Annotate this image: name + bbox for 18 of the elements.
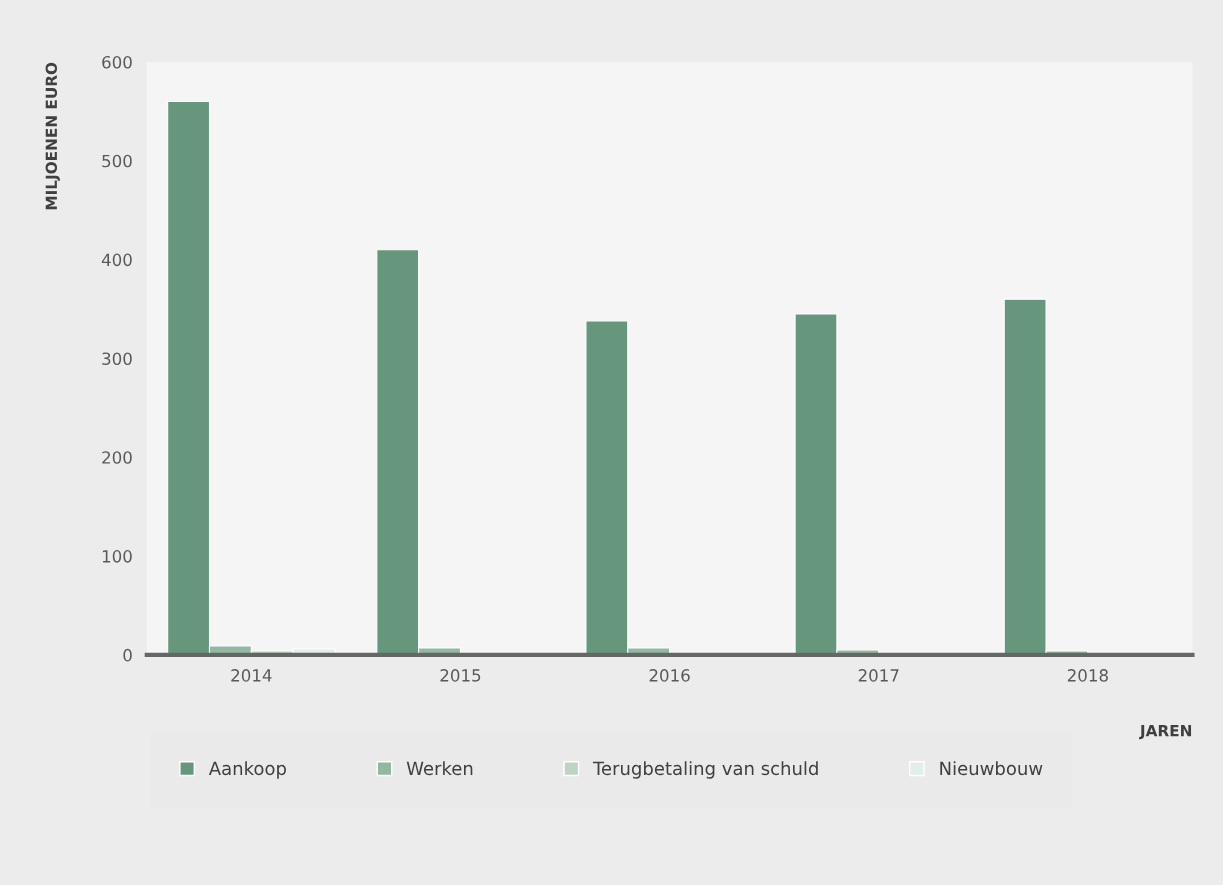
x-tick-label: 2014 <box>231 669 272 682</box>
x-tick-label: 2015 <box>440 669 481 682</box>
legend-label: Terugbetaling van schuld <box>592 761 818 779</box>
y-tick-label: 500 <box>102 154 132 168</box>
y-tick-label: 100 <box>102 550 132 563</box>
legend-label: Aankoop <box>208 761 286 779</box>
y-tick-label: 200 <box>102 451 132 464</box>
y-axis-title: MILJOENEN EURO <box>45 62 60 210</box>
y-tick-label: 0 <box>123 648 132 662</box>
y-tick-label: 400 <box>101 253 132 267</box>
y-tick-label: 600 <box>102 55 132 69</box>
x-tick-label: 2017 <box>858 669 899 682</box>
y-tick-label: 300 <box>102 352 132 365</box>
x-tick-label: 2016 <box>649 669 690 682</box>
x-tick-label: 2018 <box>1067 669 1108 682</box>
x-axis-title: JAREN <box>1139 725 1192 740</box>
legend-label: Nieuwbouw <box>940 761 1043 776</box>
legend-label: Werken <box>406 761 473 776</box>
